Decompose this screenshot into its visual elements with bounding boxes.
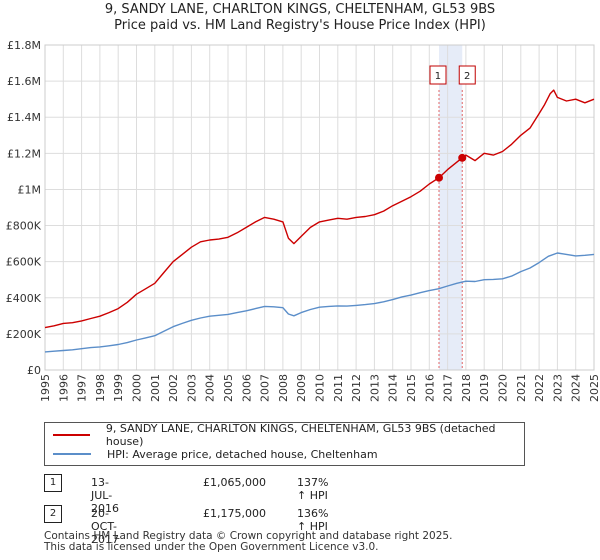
sale-period-shade [438, 45, 463, 370]
x-tick-label: 2004 [204, 374, 217, 402]
x-tick-label: 1996 [57, 374, 70, 402]
x-tick-label: 1995 [39, 374, 52, 402]
x-tick-label: 2007 [259, 374, 272, 402]
x-tick-label: 2024 [570, 374, 583, 402]
chart-subtitle: Price paid vs. HM Land Registry's House … [114, 18, 486, 33]
sale-label-box [458, 65, 476, 85]
x-tick-label: 2015 [405, 374, 418, 402]
transaction-price: £1,175,000 [203, 507, 266, 520]
sale-label-box [429, 65, 447, 85]
legend-label-property: 9, SANDY LANE, CHARLTON KINGS, CHELTENHA… [105, 422, 496, 448]
y-tick-label: £1.2M [7, 147, 41, 160]
x-tick-label: 2006 [240, 374, 253, 402]
x-tick-label: 2011 [332, 374, 345, 402]
x-tick-label: 2013 [368, 374, 381, 402]
hpi-line [44, 252, 595, 353]
x-tick-label: 2000 [131, 374, 144, 402]
legend-item-hpi: HPI: Average price, detached house, Chel… [53, 445, 378, 463]
x-tick-label: 2021 [515, 374, 528, 402]
x-tick-label: 2023 [551, 374, 564, 402]
x-tick-label: 2020 [497, 374, 510, 402]
footer-licence: This data is licensed under the Open Gov… [44, 541, 379, 553]
transaction-hpi-change: 137% ↑ HPI [297, 476, 329, 502]
chart-title: 9, SANDY LANE, CHARLTON KINGS, CHELTENHA… [104, 2, 496, 17]
x-tick-label: 2017 [442, 374, 455, 402]
y-tick-label: £1.4M [7, 111, 41, 124]
x-tick-label: 2002 [167, 374, 180, 402]
y-tick-label: £1M [18, 183, 42, 196]
legend-swatch-property [53, 434, 90, 436]
property-price-line [44, 89, 595, 329]
transaction-date: 13-JUL-2016 [91, 476, 119, 515]
x-tick-label: 2009 [295, 374, 308, 402]
x-tick-label: 1999 [112, 374, 125, 402]
x-tick-label: 2022 [533, 374, 546, 402]
sale-label-number: 1 [435, 71, 441, 82]
sale-point [434, 173, 443, 182]
footer-copyright: Contains HM Land Registry data © Crown c… [44, 530, 453, 542]
plot-area-border [44, 44, 595, 371]
y-tick-label: £1.8M [7, 39, 41, 52]
x-tick-label: 2008 [277, 374, 290, 402]
x-tick-label: 2025 [588, 374, 600, 402]
x-tick-label: 2010 [314, 374, 327, 402]
y-tick-label: £400K [6, 292, 42, 305]
x-tick-label: 2012 [350, 374, 363, 402]
transaction-marker-badge: 2 [44, 505, 62, 523]
transaction-price: £1,065,000 [203, 476, 266, 489]
sale-point [458, 153, 467, 162]
x-tick-label: 2003 [185, 374, 198, 402]
transaction-hpi-change: 136% ↑ HPI [297, 507, 329, 533]
x-tick-label: 2016 [423, 374, 436, 402]
x-tick-label: 2005 [222, 374, 235, 402]
x-tick-label: 2018 [460, 374, 473, 402]
y-tick-label: £1.6M [7, 75, 41, 88]
x-tick-label: 1997 [76, 374, 89, 402]
legend-item-property: 9, SANDY LANE, CHARLTON KINGS, CHELTENHA… [53, 422, 524, 448]
transaction-date: 20-OCT-2017 [91, 507, 119, 546]
legend-swatch-hpi [53, 453, 91, 455]
legend-label-hpi: HPI: Average price, detached house, Chel… [107, 447, 378, 461]
transaction-marker-badge: 1 [44, 474, 62, 492]
x-tick-label: 2001 [149, 374, 162, 402]
price-chart: £0 £200K £400K £600K £800K £1M £1.2M £1.4M £1.6M… [6, 39, 600, 402]
x-tick-label: 1998 [94, 374, 107, 402]
y-tick-label: £600K [6, 256, 42, 269]
footer: Contains HM Land Registry data © Crown c… [44, 531, 452, 553]
y-tick-label: £0 [27, 364, 41, 377]
legend: 9, SANDY LANE, CHARLTON KINGS, CHELTENHA… [44, 422, 525, 466]
x-tick-label: 2014 [387, 374, 400, 402]
x-tick-label: 2019 [478, 374, 491, 402]
sale-label-number: 2 [464, 71, 470, 82]
y-tick-label: £200K [6, 328, 42, 341]
y-tick-label: £800K [6, 220, 42, 233]
